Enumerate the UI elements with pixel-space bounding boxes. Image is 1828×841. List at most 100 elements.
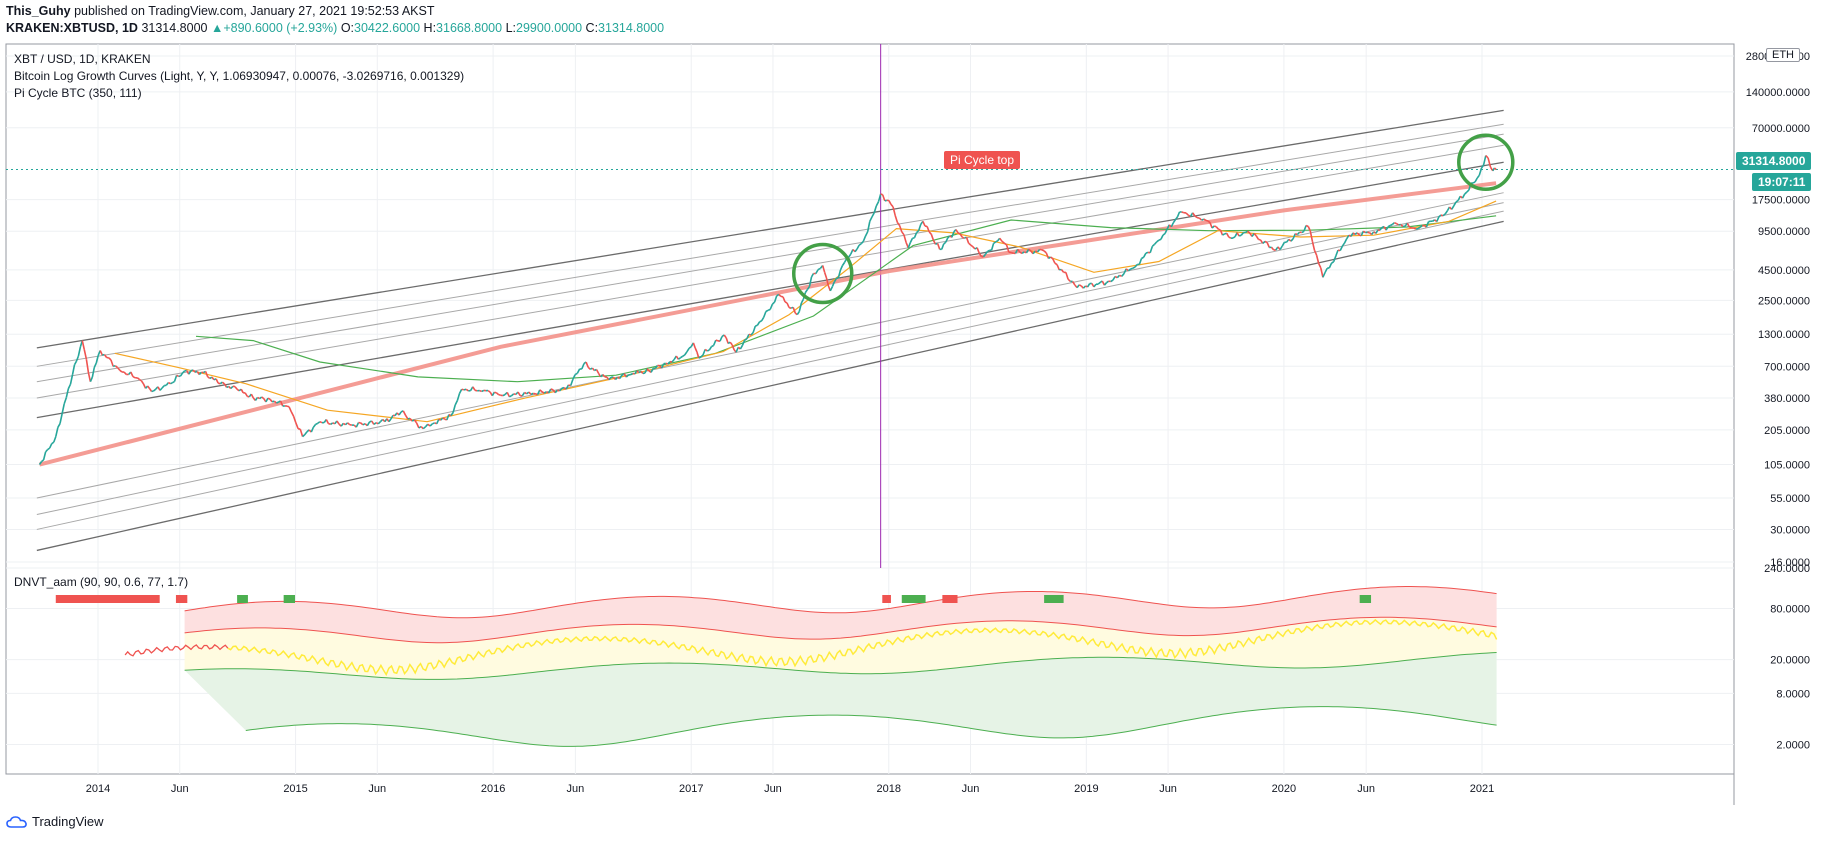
price-candle-segment xyxy=(1419,224,1423,228)
price-candle-segment xyxy=(748,333,752,336)
price-candle-segment xyxy=(1317,263,1322,269)
price-candle-segment xyxy=(332,422,336,425)
price-candle-segment xyxy=(69,374,74,385)
author-name[interactable]: This_Guhy xyxy=(6,4,71,18)
price-candle-segment xyxy=(112,364,116,368)
price-candle-segment xyxy=(1041,249,1045,252)
price-candle-segment xyxy=(569,379,574,386)
growth-channel-line xyxy=(36,210,1504,530)
price-candle-segment xyxy=(837,269,842,278)
price-candle-segment xyxy=(524,391,528,395)
pi-cycle-350-line xyxy=(195,215,1497,383)
price-candle-segment xyxy=(456,392,461,401)
price-candle-segment xyxy=(546,391,549,394)
price-candle-segment xyxy=(984,250,989,255)
price-candle-segment xyxy=(619,374,623,379)
price-candle-segment xyxy=(1225,232,1230,238)
price-candle-segment xyxy=(355,422,360,428)
price-candle-segment xyxy=(759,320,762,323)
price-candle-segment xyxy=(907,242,912,249)
price-candle-segment xyxy=(420,426,424,430)
x-tick-label: Jun xyxy=(1357,783,1375,795)
price-candle-segment xyxy=(373,422,377,426)
price-candle-segment xyxy=(151,390,154,393)
price-candle-segment xyxy=(1185,212,1189,216)
price-candle-segment xyxy=(839,265,844,271)
price-candle-segment xyxy=(41,459,45,463)
price-candle-segment xyxy=(172,380,175,384)
price-candle-segment xyxy=(1247,230,1251,234)
price-candle-segment xyxy=(89,376,94,383)
signal-marker xyxy=(901,595,926,603)
price-candle-segment xyxy=(1442,213,1446,217)
price-candle-segment xyxy=(38,461,43,466)
price-candle-segment xyxy=(1292,233,1297,240)
price-candle-segment xyxy=(1003,242,1008,246)
price-candle-segment xyxy=(340,422,344,427)
price-candle-segment xyxy=(265,397,269,403)
price-candle-segment xyxy=(407,417,411,420)
price-candle-segment xyxy=(1295,232,1298,236)
price-candle-segment xyxy=(228,385,232,390)
price-candle-segment xyxy=(825,277,830,287)
regression-line xyxy=(39,181,1497,467)
price-candle-segment xyxy=(630,372,634,376)
up-arrow-icon: ▲ xyxy=(210,21,224,35)
price-candle-segment xyxy=(1337,249,1341,252)
price-candle-segment xyxy=(450,412,454,417)
price-candle-segment xyxy=(479,389,482,393)
tradingview-footer[interactable]: TradingView xyxy=(6,814,104,829)
price-candle-segment xyxy=(682,354,686,357)
price-candle-segment xyxy=(557,389,560,392)
price-candle-segment xyxy=(119,369,123,373)
price-candle-segment xyxy=(1036,248,1041,253)
price-candle-segment xyxy=(755,324,758,327)
price-candle-segment xyxy=(1296,231,1301,236)
price-candle-segment xyxy=(1253,232,1257,237)
price-candle-segment xyxy=(561,386,565,390)
price-candle-segment xyxy=(715,339,719,342)
eth-badge[interactable]: ETH xyxy=(1766,48,1800,62)
price-candle-segment xyxy=(1485,154,1489,159)
price-candle-segment xyxy=(1043,250,1047,254)
price-candle-segment xyxy=(972,246,976,250)
price-candle-segment xyxy=(667,361,671,365)
price-candle-segment xyxy=(646,368,650,372)
price-candle-segment xyxy=(1362,230,1366,234)
price-candle-segment xyxy=(694,347,698,353)
price-candle-segment xyxy=(1035,250,1038,253)
price-candle-segment xyxy=(698,356,702,359)
price-candle-segment xyxy=(1332,255,1337,262)
price-candle-segment xyxy=(347,422,351,426)
price-candle-segment xyxy=(517,391,521,397)
price-candle-segment xyxy=(1303,225,1307,232)
price-candle-segment xyxy=(442,417,446,420)
price-candle-segment xyxy=(848,253,852,258)
price-candle-segment xyxy=(829,286,834,292)
log-growth-channel-lines xyxy=(36,109,1504,552)
price-candle-segment xyxy=(702,349,706,356)
price-candle-segment xyxy=(279,400,284,407)
price-candle-segment xyxy=(259,396,263,400)
price-candle-segment xyxy=(1270,246,1275,251)
price-candle-segment xyxy=(42,451,47,461)
price-candle-segment xyxy=(1149,245,1154,253)
price-candle-segment xyxy=(388,418,392,423)
price-candle-segment xyxy=(940,243,945,250)
y-tick-label: 140000.0000 xyxy=(1746,87,1810,99)
price-candle-segment xyxy=(173,375,178,382)
price-candle-segment xyxy=(48,443,53,449)
price-candle-segment xyxy=(1023,251,1027,254)
price-candle-segment xyxy=(1453,201,1457,207)
price-candle-segment xyxy=(377,421,382,425)
growth-channel-line xyxy=(36,192,1504,499)
price-candle-segment xyxy=(510,393,515,397)
price-candle-segment xyxy=(55,427,59,437)
price-axis-ticks: 280000.0000140000.000070000.000017500.00… xyxy=(1746,51,1810,569)
price-candle-segment xyxy=(875,201,880,207)
price-candle-segment xyxy=(708,346,713,351)
price-candle-segment xyxy=(1307,226,1312,232)
price-candle-segment xyxy=(257,396,260,400)
price-candle-segment xyxy=(213,378,217,381)
